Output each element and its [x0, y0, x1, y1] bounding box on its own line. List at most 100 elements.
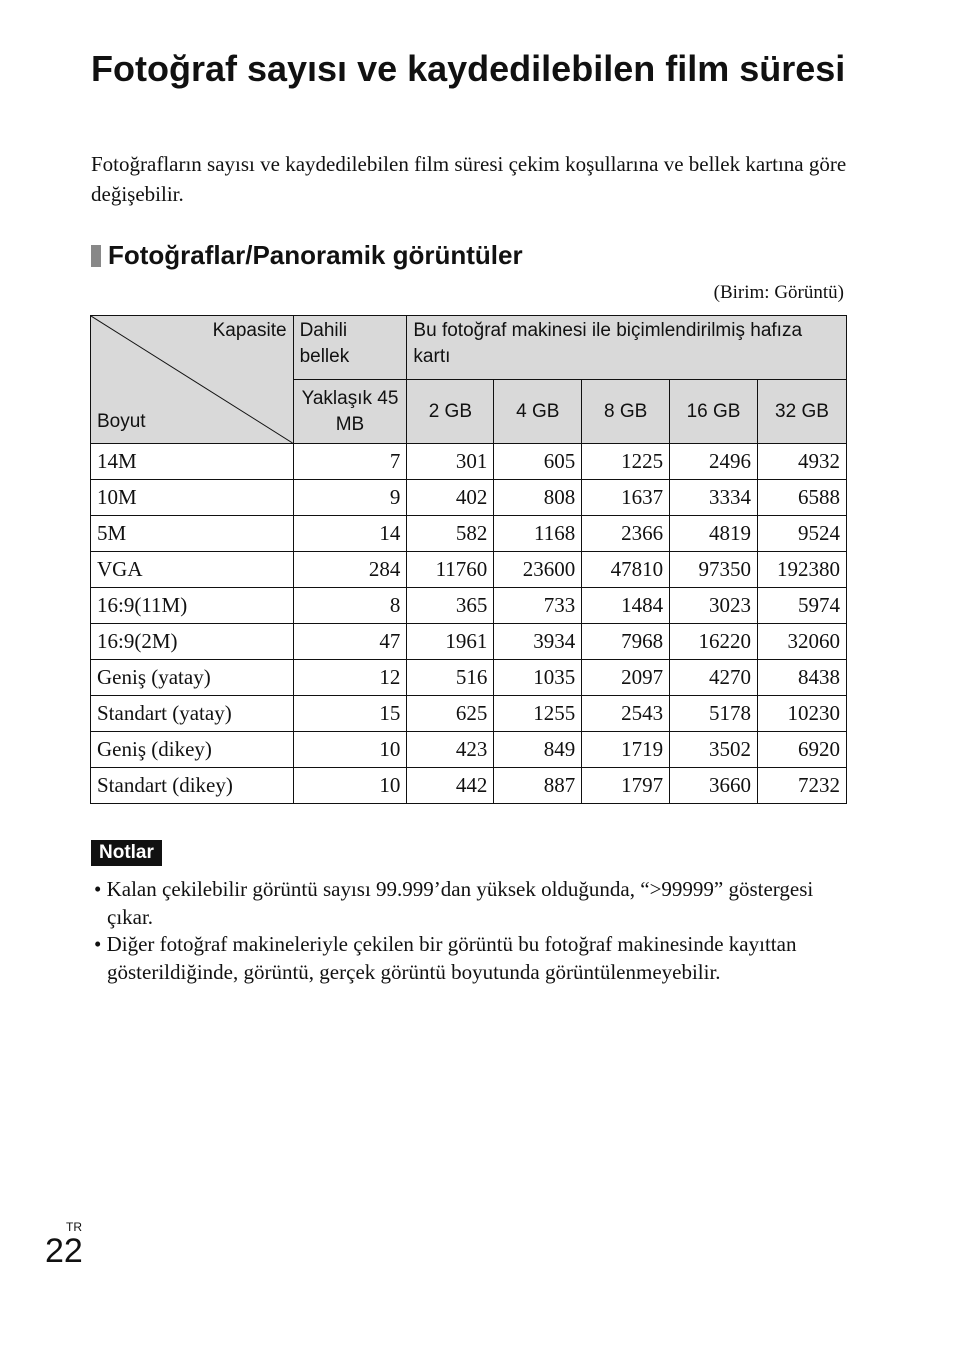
count-cell: 11760 — [406, 551, 495, 588]
count-cell: 4270 — [669, 659, 758, 696]
count-cell: 8 — [292, 587, 408, 624]
count-cell: 1255 — [493, 695, 583, 732]
count-cell: 3660 — [669, 767, 758, 804]
count-cell: 402 — [406, 479, 495, 516]
count-cell: 6920 — [756, 731, 848, 768]
count-cell: 10 — [292, 731, 408, 768]
count-cell: 1484 — [581, 587, 671, 624]
count-cell: 192380 — [756, 551, 848, 588]
corner-header: Kapasite Boyut — [90, 315, 294, 444]
count-cell: 2496 — [669, 443, 758, 480]
card-size-header: 8 GB — [581, 379, 671, 444]
count-cell: 10230 — [756, 695, 848, 732]
card-size-header: 2 GB — [406, 379, 495, 444]
count-cell: 301 — [406, 443, 495, 480]
count-cell: 7232 — [756, 767, 848, 804]
count-cell: 6588 — [756, 479, 848, 516]
capacity-label: Kapasite — [212, 320, 287, 341]
count-cell: 12 — [292, 659, 408, 696]
section-title: Fotoğraflar/Panoramik görüntüler — [91, 240, 523, 271]
count-cell: 9 — [292, 479, 408, 516]
count-cell: 23600 — [493, 551, 583, 588]
size-cell: 14M — [90, 443, 294, 480]
count-cell: 3934 — [493, 623, 583, 660]
count-cell: 7 — [292, 443, 408, 480]
intro-text: Fotoğrafların sayısı ve kaydedilebilen f… — [91, 152, 847, 206]
count-cell: 3502 — [669, 731, 758, 768]
note-item: • Kalan çekilebilir görüntü sayısı 99.99… — [94, 877, 814, 929]
table-row: VGA 284 11760 23600 47810 97350 192380 — [90, 551, 848, 588]
section-title-text: Fotoğraflar/Panoramik görüntüler — [108, 240, 523, 270]
page-language: TR — [66, 1220, 82, 1234]
size-cell: Standart (dikey) — [90, 767, 294, 804]
count-cell: 15 — [292, 695, 408, 732]
section-marker-icon — [91, 244, 101, 267]
card-size-header: 4 GB — [493, 379, 583, 444]
count-cell: 2097 — [581, 659, 671, 696]
count-cell: 5178 — [669, 695, 758, 732]
count-cell: 4819 — [669, 515, 758, 552]
count-cell: 3334 — [669, 479, 758, 516]
count-cell: 733 — [493, 587, 583, 624]
count-cell: 1225 — [581, 443, 671, 480]
count-cell: 1637 — [581, 479, 671, 516]
table-row: 16:9(2M) 47 1961 3934 7968 16220 32060 — [90, 623, 848, 660]
count-cell: 8438 — [756, 659, 848, 696]
count-cell: 887 — [493, 767, 583, 804]
count-cell: 442 — [406, 767, 495, 804]
size-cell: 16:9(2M) — [90, 623, 294, 660]
size-cell: VGA — [90, 551, 294, 588]
count-cell: 365 — [406, 587, 495, 624]
count-cell: 9524 — [756, 515, 848, 552]
count-cell: 10 — [292, 767, 408, 804]
count-cell: 516 — [406, 659, 495, 696]
size-cell: Geniş (yatay) — [90, 659, 294, 696]
table-row: Standart (yatay) 15 625 1255 2543 5178 10230 — [90, 695, 848, 732]
count-cell: 849 — [493, 731, 583, 768]
memory-card-header: Bu fotoğraf makinesi ile biçimlendirilmi… — [406, 315, 847, 380]
count-cell: 1719 — [581, 731, 671, 768]
count-cell: 14 — [292, 515, 408, 552]
table-row: Standart (dikey) 10 442 887 1797 3660 7232 — [90, 767, 848, 804]
count-cell: 808 — [493, 479, 583, 516]
table-row: Geniş (yatay) 12 516 1035 2097 4270 8438 — [90, 659, 848, 696]
count-cell: 2366 — [581, 515, 671, 552]
count-cell: 16220 — [669, 623, 758, 660]
size-cell: Standart (yatay) — [90, 695, 294, 732]
table-row: Geniş (dikey) 10 423 849 1719 3502 6920 — [90, 731, 848, 768]
size-cell: 16:9(11M) — [90, 587, 294, 624]
table-row: 14M 7 301 605 1225 2496 4932 — [90, 443, 848, 480]
internal-memory-header: Dahili bellek — [292, 315, 408, 380]
page-title: Fotoğraf sayısı ve kaydedilebilen film s… — [91, 48, 846, 89]
diagonal-line — [91, 316, 293, 443]
count-cell: 47810 — [581, 551, 671, 588]
count-cell: 97350 — [669, 551, 758, 588]
count-cell: 4932 — [756, 443, 848, 480]
notes-badge: Notlar — [91, 840, 162, 866]
count-cell: 47 — [292, 623, 408, 660]
size-label: Boyut — [97, 411, 146, 432]
table-row: 5M 14 582 1168 2366 4819 9524 — [90, 515, 848, 552]
internal-size-header: Yaklaşık 45 MB — [292, 379, 408, 444]
unit-note: (Birim: Görüntü) — [713, 282, 844, 303]
table-row: 16:9(11M) 8 365 733 1484 3023 5974 — [90, 587, 848, 624]
count-cell: 1168 — [493, 515, 583, 552]
size-cell: 5M — [90, 515, 294, 552]
count-cell: 605 — [493, 443, 583, 480]
size-cell: 10M — [90, 479, 294, 516]
count-cell: 582 — [406, 515, 495, 552]
note-item: • Diğer fotoğraf makineleriyle çekilen b… — [94, 932, 797, 984]
count-cell: 1035 — [493, 659, 583, 696]
capacity-table: Kapasite Boyut Dahili bellek Bu fotoğraf… — [90, 315, 848, 804]
count-cell: 1961 — [406, 623, 495, 660]
notes-list: • Kalan çekilebilir görüntü sayısı 99.99… — [94, 876, 814, 986]
count-cell: 3023 — [669, 587, 758, 624]
count-cell: 284 — [292, 551, 408, 588]
count-cell: 5974 — [756, 587, 848, 624]
count-cell: 7968 — [581, 623, 671, 660]
count-cell: 625 — [406, 695, 495, 732]
count-cell: 32060 — [756, 623, 848, 660]
table-row: 10M 9 402 808 1637 3334 6588 — [90, 479, 848, 516]
size-cell: Geniş (dikey) — [90, 731, 294, 768]
